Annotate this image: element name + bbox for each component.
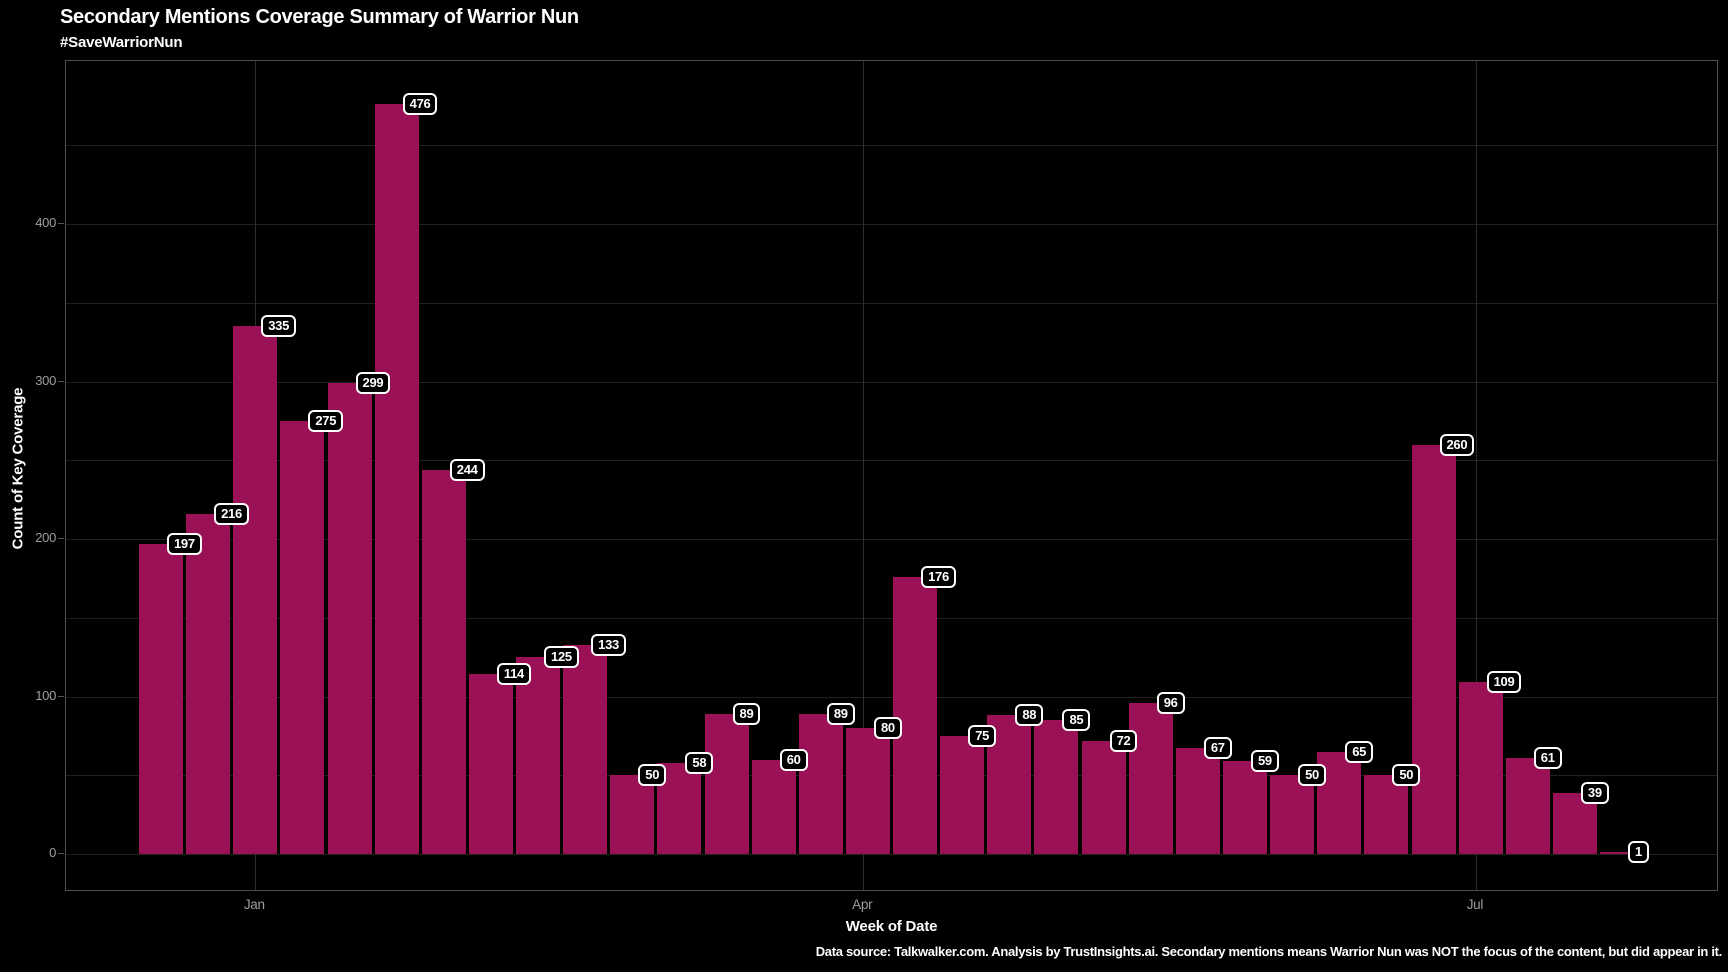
bar[interactable] bbox=[610, 775, 655, 854]
bar-value-label: 176 bbox=[921, 565, 956, 588]
bar-value-label: 260 bbox=[1439, 433, 1475, 456]
y-axis-tick-mark bbox=[58, 538, 64, 539]
gridline-month bbox=[1475, 61, 1477, 890]
bar[interactable] bbox=[798, 713, 843, 854]
gridline-horizontal bbox=[66, 854, 1717, 855]
bar[interactable] bbox=[1128, 702, 1173, 854]
bar[interactable] bbox=[704, 713, 749, 854]
y-axis-tick-mark bbox=[58, 223, 64, 224]
bar-value-label: 197 bbox=[167, 532, 202, 555]
gridline-horizontal bbox=[66, 145, 1717, 147]
bar-value-label: 80 bbox=[873, 717, 902, 739]
bar[interactable] bbox=[421, 469, 466, 854]
bar-value-label: 39 bbox=[1580, 781, 1609, 804]
bar[interactable] bbox=[516, 657, 561, 854]
bar[interactable] bbox=[280, 420, 325, 854]
bar-value-label: 61 bbox=[1533, 746, 1562, 769]
bar-value-label: 88 bbox=[1015, 704, 1044, 727]
bar-value-label: 85 bbox=[1062, 709, 1091, 732]
gridline-horizontal bbox=[66, 617, 1717, 619]
bar[interactable] bbox=[1505, 757, 1550, 854]
bar-value-label: 109 bbox=[1486, 671, 1522, 694]
bar[interactable] bbox=[893, 576, 938, 854]
plot-area: 197 216 335 275 299 476 244 114 125 133 50 58 89 60 89… bbox=[65, 60, 1718, 891]
bar[interactable] bbox=[563, 644, 608, 854]
bar[interactable] bbox=[1081, 740, 1126, 854]
bar[interactable] bbox=[468, 674, 513, 854]
bar[interactable] bbox=[1364, 775, 1409, 854]
x-axis-month-label: Jul bbox=[1466, 897, 1484, 912]
gridline-horizontal bbox=[66, 302, 1717, 304]
bar-value-label: 65 bbox=[1345, 740, 1374, 763]
bar-value-label: 89 bbox=[826, 702, 855, 725]
bar[interactable] bbox=[1175, 748, 1220, 854]
gridline-horizontal bbox=[66, 539, 1717, 540]
gridline-horizontal bbox=[66, 696, 1717, 698]
gridline-month bbox=[863, 61, 865, 890]
y-axis-tick-label: 100 bbox=[35, 687, 56, 703]
bar[interactable] bbox=[139, 543, 183, 854]
bar[interactable] bbox=[327, 383, 372, 854]
bar[interactable] bbox=[374, 104, 419, 854]
gridline-horizontal bbox=[66, 460, 1717, 462]
bar-value-label: 50 bbox=[1298, 764, 1326, 787]
bar-value-label: 59 bbox=[1250, 750, 1279, 773]
bar-value-label: 133 bbox=[591, 633, 626, 656]
bar-value-label: 50 bbox=[1392, 764, 1421, 787]
bar-value-label: 89 bbox=[732, 702, 761, 725]
bar-value-label: 216 bbox=[214, 502, 249, 525]
x-axis-month-label: Apr bbox=[852, 897, 873, 912]
y-axis-tick-label: 300 bbox=[35, 372, 56, 388]
bar-value-label: 335 bbox=[261, 315, 297, 338]
bar[interactable] bbox=[1411, 444, 1456, 854]
y-axis-tick-mark bbox=[58, 853, 64, 854]
bar-value-label: 67 bbox=[1203, 737, 1232, 760]
bar-value-label: 1 bbox=[1628, 841, 1649, 864]
bar-value-label: 244 bbox=[449, 458, 485, 481]
chart-title: Secondary Mentions Coverage Summary of W… bbox=[60, 6, 579, 28]
x-axis-month-label: Jan bbox=[243, 897, 265, 912]
bar-value-label: 75 bbox=[968, 724, 997, 747]
x-axis-title: Week of Date bbox=[845, 918, 938, 935]
bar[interactable] bbox=[1270, 775, 1315, 854]
y-axis-tick-label: 0 bbox=[49, 845, 56, 860]
bar-value-label: 476 bbox=[402, 93, 438, 116]
bar[interactable] bbox=[1600, 852, 1645, 854]
bar[interactable] bbox=[845, 728, 890, 854]
bar[interactable] bbox=[1034, 720, 1079, 854]
bar-value-label: 125 bbox=[544, 646, 579, 669]
bar[interactable] bbox=[751, 759, 796, 854]
bar[interactable] bbox=[1222, 761, 1267, 854]
gridline-horizontal bbox=[66, 775, 1717, 777]
y-axis-tick-mark bbox=[58, 695, 64, 697]
y-axis-tick-mark bbox=[58, 380, 64, 382]
bar[interactable] bbox=[1458, 682, 1503, 854]
bar-value-label: 50 bbox=[638, 764, 667, 787]
bar-value-label: 114 bbox=[496, 663, 531, 686]
y-axis-tick-label: 200 bbox=[35, 530, 56, 545]
chart-subtitle: #SaveWarriorNun bbox=[60, 34, 183, 51]
gridline-horizontal bbox=[66, 381, 1717, 383]
bar-value-label: 299 bbox=[355, 372, 391, 395]
bar[interactable] bbox=[186, 513, 231, 854]
bar[interactable] bbox=[940, 735, 985, 854]
bar[interactable] bbox=[233, 326, 278, 854]
bar-value-label: 96 bbox=[1156, 691, 1185, 714]
bar-value-label: 58 bbox=[685, 751, 714, 774]
bar-value-label: 72 bbox=[1109, 729, 1138, 752]
y-axis-tick-label: 400 bbox=[35, 215, 56, 230]
data-source-note: Data source: Talkwalker.com. Analysis by… bbox=[815, 944, 1723, 959]
gridline-horizontal bbox=[66, 224, 1717, 225]
bar-value-label: 60 bbox=[779, 748, 808, 771]
bar-value-label: 275 bbox=[308, 409, 344, 432]
y-axis-title: Count of Key Coverage bbox=[9, 387, 27, 550]
